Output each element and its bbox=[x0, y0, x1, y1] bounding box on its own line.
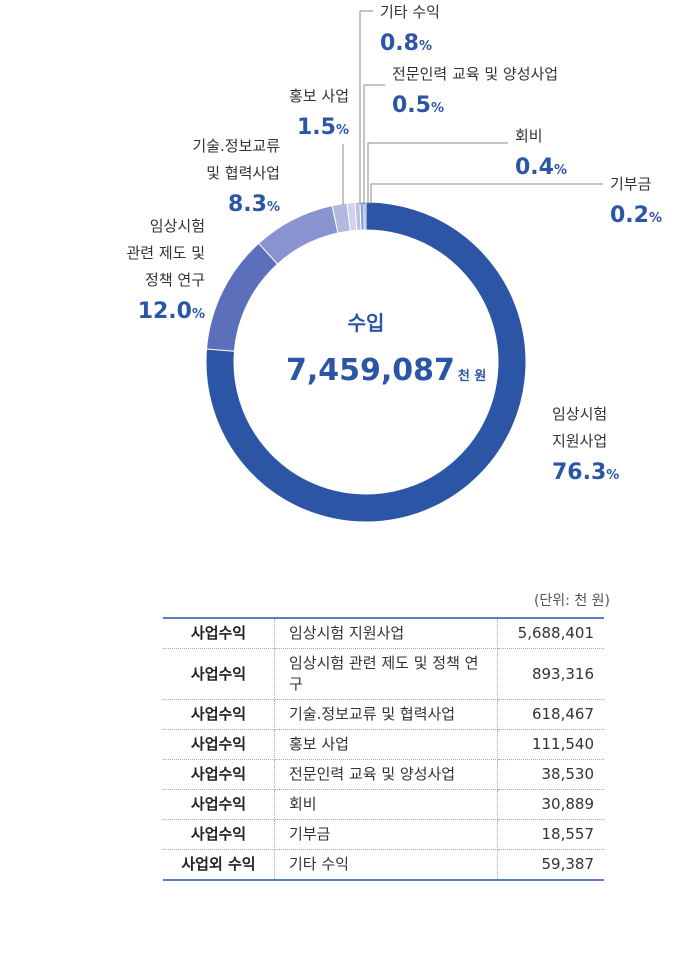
donut-slice bbox=[205, 242, 279, 352]
center-total-value: 7,459,087 bbox=[286, 353, 455, 388]
slice-label-name: 홍보 사업 bbox=[289, 87, 349, 105]
table-cell-item: 임상시험 관련 제도 및 정책 연구 bbox=[274, 648, 498, 700]
slice-label-percent: 0.2% bbox=[610, 203, 662, 228]
table-cell-item: 회비 bbox=[274, 789, 498, 820]
slice-label-name: 관련 제도 및 bbox=[126, 244, 205, 262]
table-cell-amount: 38,530 bbox=[497, 759, 604, 790]
revenue-table: 사업수익 임상시험 지원사업 5,688,401 사업수익 임상시험 관련 제도 및 정… bbox=[163, 617, 604, 881]
leader-line bbox=[359, 10, 373, 204]
table-cell-category: 사업외 수익 bbox=[163, 849, 275, 880]
leader-line bbox=[363, 84, 385, 204]
table-cell-item: 전문인력 교육 및 양성사업 bbox=[274, 759, 498, 790]
table-row: 사업수익 임상시험 지원사업 5,688,401 bbox=[163, 618, 604, 649]
unit-note: (단위: 천 원) bbox=[533, 593, 610, 609]
table-cell-amount: 111,540 bbox=[497, 729, 604, 760]
table-row: 사업수익 임상시험 관련 제도 및 정책 연구 893,316 bbox=[163, 648, 604, 700]
table-row: 사업수익 기부금 18,557 bbox=[163, 819, 604, 850]
slice-label-percent: 12.0% bbox=[138, 299, 205, 324]
table-cell-amount: 5,688,401 bbox=[497, 618, 604, 649]
donut-slices bbox=[205, 201, 527, 523]
leader-line bbox=[367, 142, 508, 204]
table-cell-amount: 30,889 bbox=[497, 789, 604, 820]
table-row: 사업수익 회비 30,889 bbox=[163, 789, 604, 820]
table-cell-amount: 59,387 bbox=[541, 855, 595, 873]
center-total: 7,459,087 천 원 bbox=[286, 353, 486, 388]
donut-slice bbox=[205, 201, 527, 523]
slice-label-name: 기부금 bbox=[610, 175, 652, 193]
table-cell-category: 사업수익 bbox=[163, 789, 275, 820]
slice-label-name: 기타 수익 bbox=[380, 3, 440, 21]
table-cell-category: 사업수익 bbox=[163, 648, 275, 700]
table-cell-category: 사업수익 bbox=[163, 759, 275, 790]
slice-label-name: 정책 연구 bbox=[145, 271, 205, 289]
donut-slice bbox=[363, 201, 367, 231]
slice-label: 홍보 사업 1.5% bbox=[289, 87, 349, 140]
donut-center: 수입 7,459,087 천 원 bbox=[286, 311, 486, 388]
table-row: 사업외 수익 기타 수익 59,387 bbox=[163, 849, 604, 880]
slice-label: 전문인력 교육 및 양성사업 0.5% bbox=[392, 65, 558, 118]
table-cell-category: 사업수익 bbox=[163, 699, 275, 730]
table-cell-category: 사업수익 bbox=[163, 819, 275, 850]
slice-label-name: 임상시험 bbox=[552, 405, 607, 423]
slice-label-percent: 8.3% bbox=[228, 192, 280, 217]
slice-label: 기부금 0.2% bbox=[610, 175, 662, 228]
table-cell-item: 기술.정보교류 및 협력사업 bbox=[274, 699, 498, 730]
slice-label-percent: 0.5% bbox=[392, 93, 444, 118]
slice-label: 기타 수익 0.8% bbox=[380, 3, 440, 56]
leader-lines bbox=[342, 10, 603, 205]
slice-label: 회비 0.4% bbox=[515, 127, 567, 180]
table-cell-item: 기부금 bbox=[274, 819, 498, 850]
slice-label-percent: 76.3% bbox=[552, 460, 619, 485]
slice-label-name: 전문인력 교육 및 양성사업 bbox=[392, 65, 558, 83]
table-row: 사업수익 기술.정보교류 및 협력사업 618,467 bbox=[163, 699, 604, 730]
center-total-unit: 천 원 bbox=[458, 369, 486, 384]
slice-label-percent: 0.8% bbox=[380, 31, 432, 56]
table-cell-item: 임상시험 지원사업 bbox=[274, 618, 498, 649]
table-row: 사업수익 전문인력 교육 및 양성사업 38,530 bbox=[163, 759, 604, 790]
slice-label-name: 임상시험 bbox=[150, 217, 205, 235]
leader-line bbox=[370, 183, 603, 204]
slice-label-percent: 1.5% bbox=[297, 115, 349, 140]
center-title: 수입 bbox=[348, 311, 385, 335]
table-cell-category: 사업수익 bbox=[163, 618, 275, 649]
slice-label-name: 회비 bbox=[515, 127, 543, 145]
slice-label-name: 및 협력사업 bbox=[206, 164, 280, 182]
slice-label-name: 지원사업 bbox=[552, 432, 607, 450]
revenue-table-body: 사업수익 임상시험 지원사업 5,688,401 사업수익 임상시험 관련 제도 및 정… bbox=[163, 618, 604, 880]
table-cell-item: 기타 수익 bbox=[274, 849, 498, 880]
table-cell-amount: 893,316 bbox=[497, 648, 604, 700]
table-cell-category: 사업수익 bbox=[163, 729, 275, 760]
table-cell-item: 홍보 사업 bbox=[274, 729, 498, 760]
table-cell-amount: 18,557 bbox=[497, 819, 604, 850]
slice-label-name: 기술.정보교류 bbox=[192, 137, 280, 155]
slice-label-percent: 0.4% bbox=[515, 155, 567, 180]
table-cell-amount: 618,467 bbox=[497, 699, 604, 730]
table-row: 사업수익 홍보 사업 111,540 bbox=[163, 729, 604, 760]
